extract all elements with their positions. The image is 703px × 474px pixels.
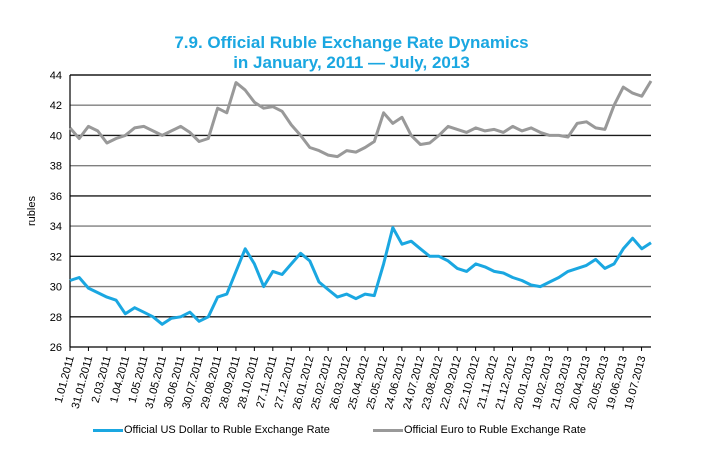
legend-label-usd: Official US Dollar to Ruble Exchange Rat… [124,424,330,436]
y-tick-label: 26 [50,342,62,354]
y-tick-label: 44 [50,70,62,82]
legend-label-eur: Official Euro to Ruble Exchange Rate [404,424,587,436]
y-tick-label: 32 [50,251,62,263]
y-tick-label: 38 [50,161,62,173]
y-tick-label: 28 [50,312,62,324]
y-tick-label: 42 [50,100,62,112]
chart-title-line1: 7.9. Official Ruble Exchange Rate Dynami… [174,33,529,52]
chart-title: 7.9. Official Ruble Exchange Rate Dynami… [0,33,703,73]
y-axis-label: rubles [26,196,38,226]
series-line-eur [68,80,653,159]
chart-title-line2: in January, 2011 — July, 2013 [233,53,470,72]
legend-item-eur: Official Euro to Ruble Exchange Rate [373,424,586,436]
legend-swatch-eur [373,428,403,432]
y-tick-label: 36 [50,191,62,203]
y-tick-label: 34 [50,221,62,233]
series-line-usd [69,226,652,326]
y-tick-label: 40 [50,130,62,142]
legend-swatch-usd [93,428,123,432]
y-tick-label: 30 [50,282,62,294]
legend-item-usd: Official US Dollar to Ruble Exchange Rat… [93,424,330,436]
